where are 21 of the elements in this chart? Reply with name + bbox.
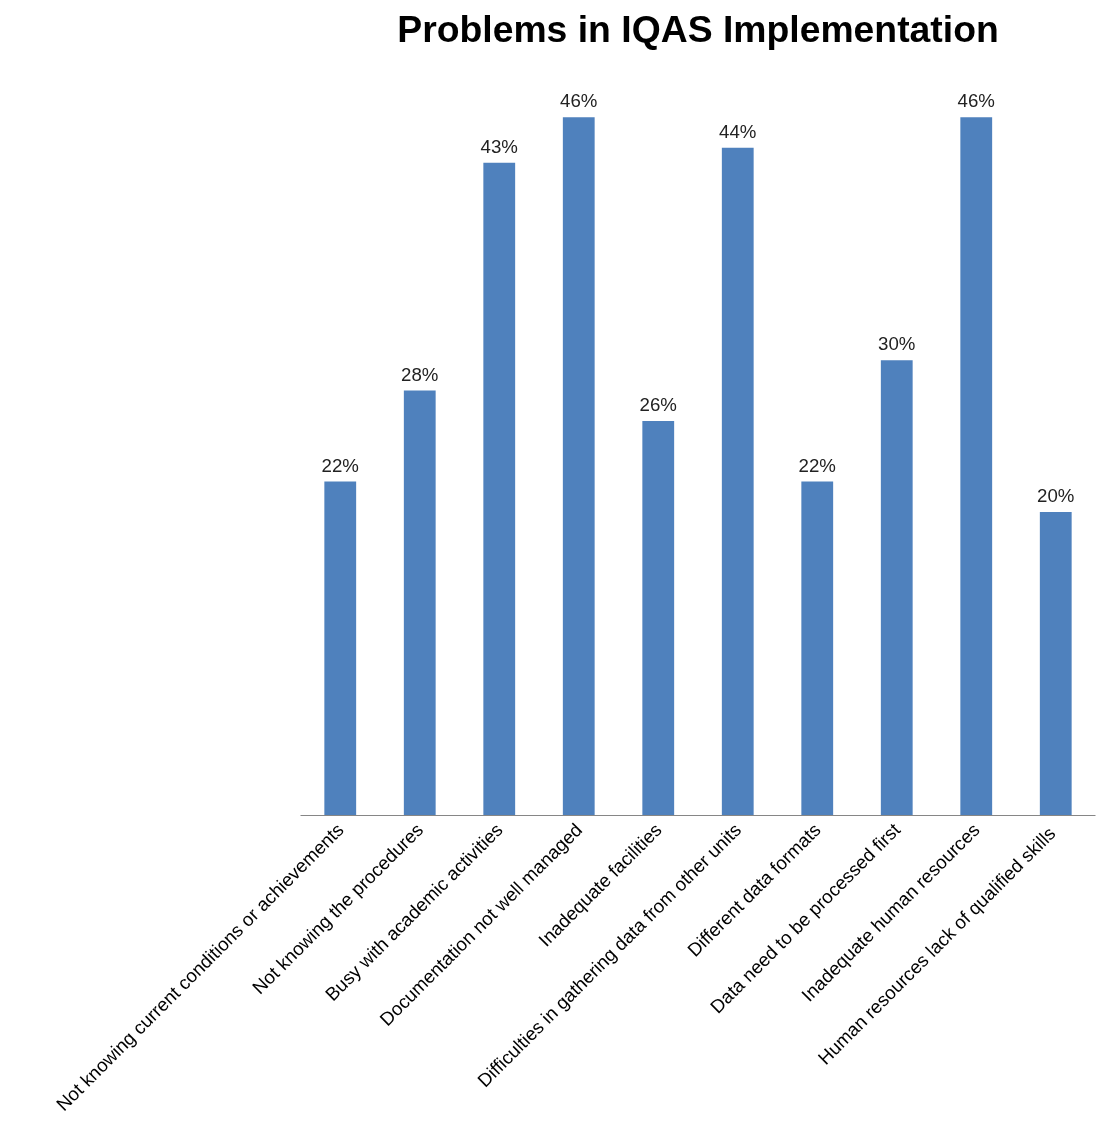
data-label: 22% [321, 454, 359, 476]
data-label: 20% [1037, 484, 1075, 506]
data-label: 43% [480, 135, 518, 157]
bar [880, 360, 913, 816]
chart-title: Problems in IQAS Implementation [397, 7, 999, 50]
bar [960, 117, 993, 816]
data-label: 46% [957, 90, 995, 112]
data-label: 22% [798, 454, 836, 476]
data-label: 26% [639, 393, 677, 415]
bar [562, 117, 595, 816]
bar [801, 481, 834, 816]
bar [642, 420, 675, 816]
bar [721, 147, 754, 816]
bar [403, 390, 436, 816]
data-label: 28% [401, 363, 439, 385]
data-label: 46% [560, 90, 598, 112]
data-label: 44% [719, 120, 757, 142]
bar [483, 162, 516, 816]
data-label: 30% [878, 333, 916, 355]
bar [1039, 511, 1072, 816]
bar [324, 481, 357, 816]
